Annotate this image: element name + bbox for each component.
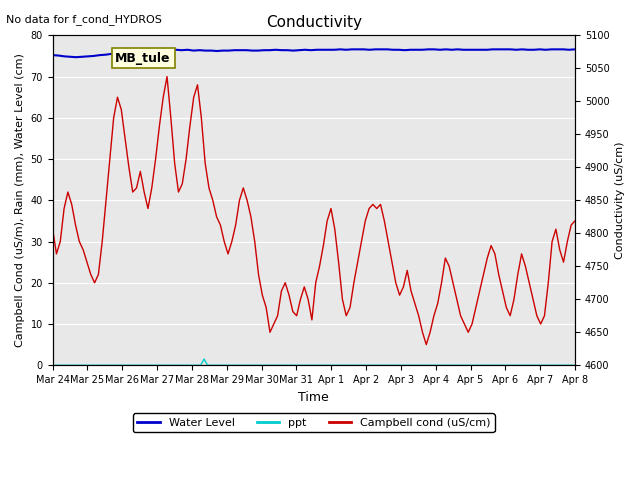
- Legend: Water Level, ppt, Campbell cond (uS/cm): Water Level, ppt, Campbell cond (uS/cm): [133, 413, 495, 432]
- Title: Conductivity: Conductivity: [266, 15, 362, 30]
- Text: No data for f_cond_HYDROS: No data for f_cond_HYDROS: [6, 14, 163, 25]
- Y-axis label: Campbell Cond (uS/m), Rain (mm), Water Level (cm): Campbell Cond (uS/m), Rain (mm), Water L…: [15, 53, 25, 347]
- Y-axis label: Conductivity (uS/cm): Conductivity (uS/cm): [615, 142, 625, 259]
- Text: MB_tule: MB_tule: [115, 52, 171, 65]
- X-axis label: Time: Time: [298, 391, 329, 404]
